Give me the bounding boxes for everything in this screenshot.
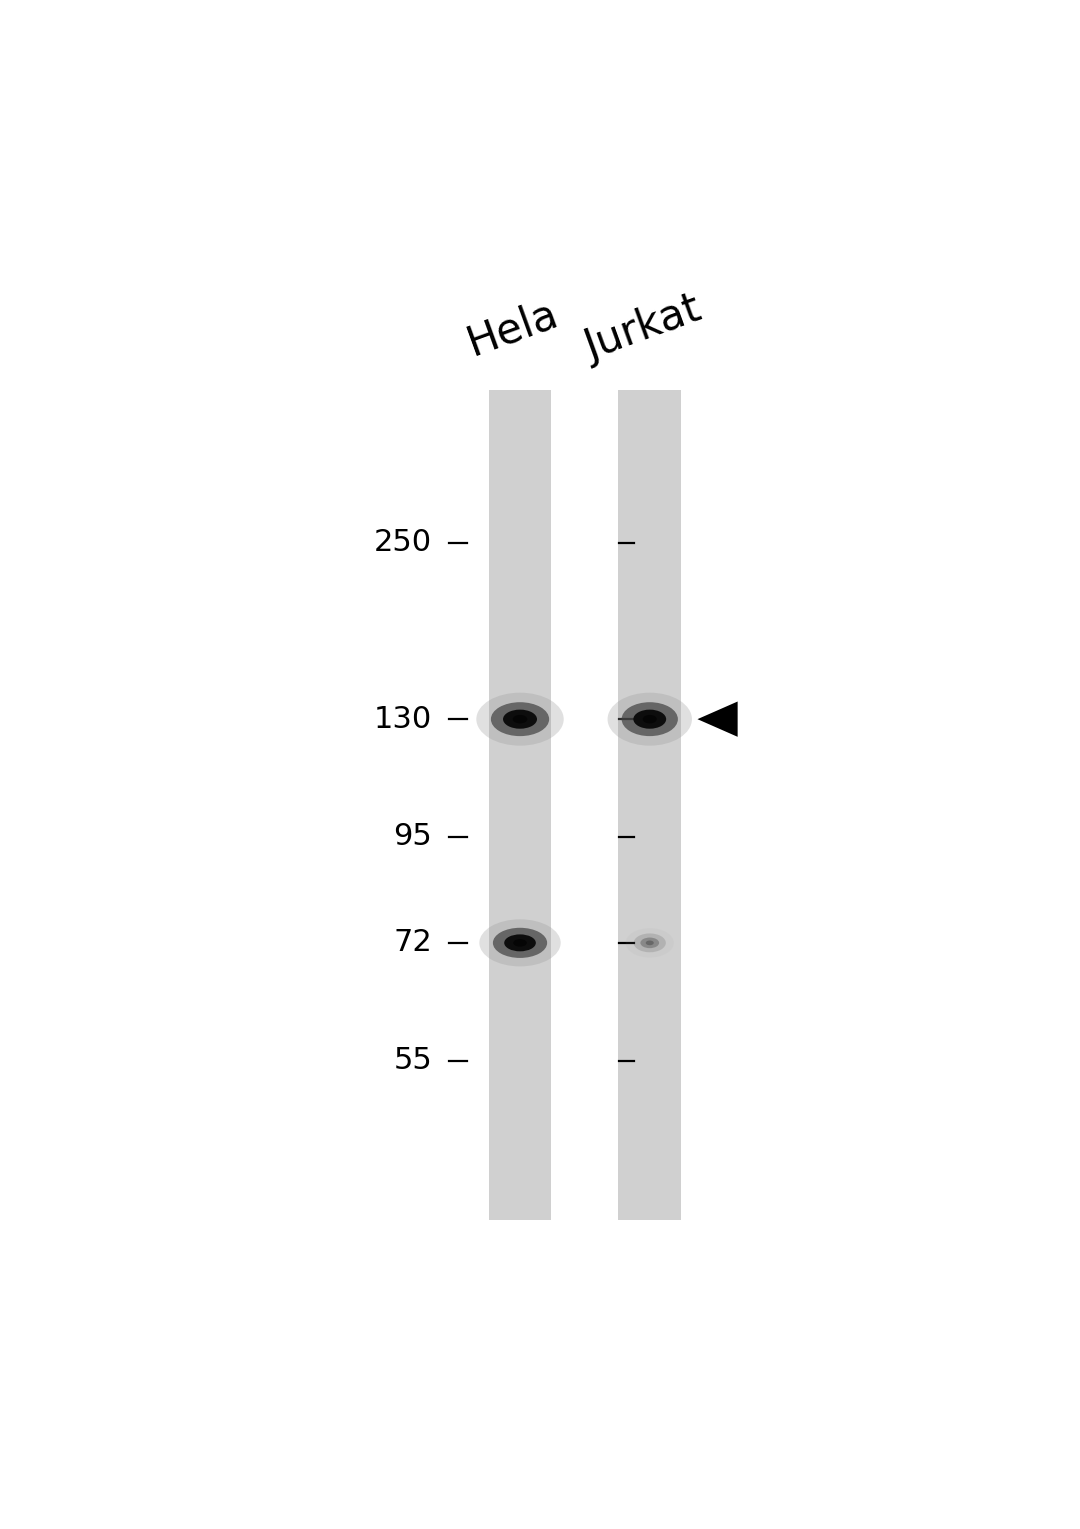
- Ellipse shape: [480, 919, 561, 966]
- Ellipse shape: [491, 702, 549, 735]
- Text: 95: 95: [393, 823, 432, 852]
- Text: 130: 130: [374, 705, 432, 734]
- Ellipse shape: [608, 693, 692, 746]
- Ellipse shape: [634, 933, 666, 953]
- Ellipse shape: [625, 928, 674, 957]
- Text: Jurkat: Jurkat: [579, 287, 706, 368]
- Ellipse shape: [640, 937, 659, 948]
- Polygon shape: [698, 702, 738, 737]
- Ellipse shape: [643, 716, 657, 723]
- Ellipse shape: [646, 940, 653, 945]
- Text: Hela: Hela: [461, 292, 564, 364]
- Ellipse shape: [503, 709, 537, 729]
- Text: 250: 250: [374, 528, 432, 557]
- Ellipse shape: [504, 934, 536, 951]
- Ellipse shape: [513, 716, 527, 723]
- Ellipse shape: [622, 702, 678, 735]
- Bar: [488, 390, 552, 1220]
- Ellipse shape: [492, 928, 548, 959]
- Ellipse shape: [633, 709, 666, 729]
- Text: 55: 55: [393, 1046, 432, 1075]
- Text: 72: 72: [393, 928, 432, 957]
- Ellipse shape: [476, 693, 564, 746]
- Bar: [619, 390, 681, 1220]
- Ellipse shape: [513, 939, 527, 946]
